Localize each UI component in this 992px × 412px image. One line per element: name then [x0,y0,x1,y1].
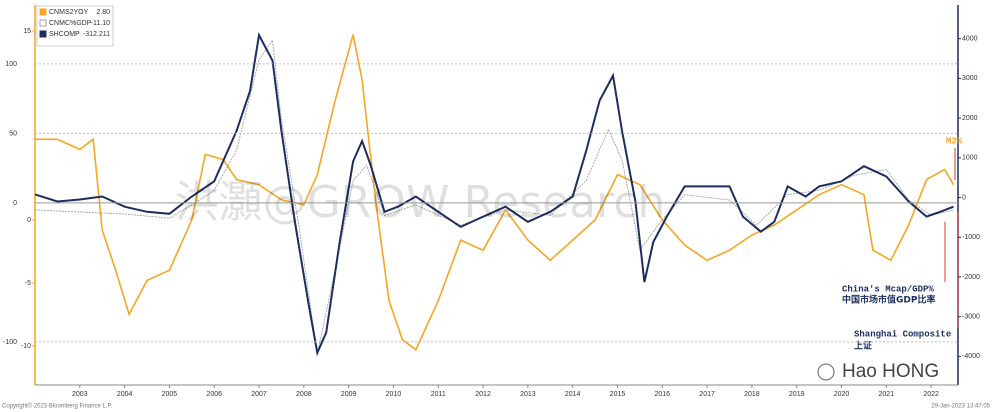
legend-label: CNMC%GDP [49,20,92,27]
annotation: Shanghai Composite [854,329,951,339]
annotation: 上证 [854,340,872,352]
x-tick-label: 2018 [744,391,760,398]
x-tick-label: 2017 [699,391,715,398]
y3-tick-label: 2000 [962,115,978,122]
x-tick-label: 2008 [296,391,312,398]
x-tick-label: 2005 [162,391,178,398]
y2-tick-label: -10 [21,343,31,350]
y-tick-label: 50 [9,130,17,137]
y-tick-label: 0 [13,200,17,207]
legend-value: -312.211 [83,31,110,38]
y3-tick-label: 3000 [962,75,978,82]
x-tick-label: 2013 [520,391,536,398]
x-tick-label: 2012 [475,391,491,398]
y3-tick-label: -1000 [962,234,980,241]
x-tick-label: 2003 [72,391,88,398]
x-tick-label: 2007 [251,391,267,398]
footer: 29-Jan-2023 13:47:05 [931,404,990,410]
y-tick-label: 100 [5,61,17,68]
legend-swatch [39,30,47,38]
y3-tick-label: -2000 [962,274,980,281]
x-tick-label: 2022 [923,391,939,398]
x-tick-label: 2014 [565,391,581,398]
legend [36,5,114,47]
series-line [34,31,954,357]
y3-tick-label: -4000 [962,353,980,360]
y2-tick-label: 15 [23,28,31,35]
legend-label: CNMS2YOY [49,9,89,16]
x-tick-label: 2021 [879,391,895,398]
series-group [34,31,955,357]
author: Hao HONG [842,361,939,382]
series-line [35,34,955,351]
y-tick-label: -100 [3,339,17,346]
y2-tick-label: 0 [27,217,31,224]
y3-tick-label: -3000 [962,314,980,321]
y3-tick-label: 0 [962,194,966,201]
legend-value: 2.80 [96,9,110,16]
legend-swatch [39,19,47,27]
y3-tick-label: 4000 [962,36,978,43]
x-tick-label: 2006 [206,391,222,398]
x-tick-label: 2010 [386,391,402,398]
annotation: M2% [946,136,963,146]
legend-value: -11.10 [91,20,110,27]
annotation: 中国市场市值GDP比率 [842,294,935,306]
logo-icon [817,363,835,381]
series-line [34,39,954,355]
x-tick-label: 2020 [834,391,850,398]
y3-tick-label: 1000 [962,155,978,162]
x-tick-label: 2011 [431,391,446,398]
x-tick-label: 2019 [789,391,805,398]
legend-swatch [39,8,47,16]
annotation: China's Mcap/GDP% [842,284,934,294]
x-tick-label: 2009 [341,391,357,398]
x-tick-label: 2016 [654,391,670,398]
legend-label: SHCOMP [49,31,80,38]
x-tick-label: 2015 [610,391,626,398]
footer: Copyright© 2023 Bloomberg Finance L.P. [2,403,113,410]
x-tick-label: 2004 [117,391,133,398]
y2-tick-label: -5 [25,280,31,287]
